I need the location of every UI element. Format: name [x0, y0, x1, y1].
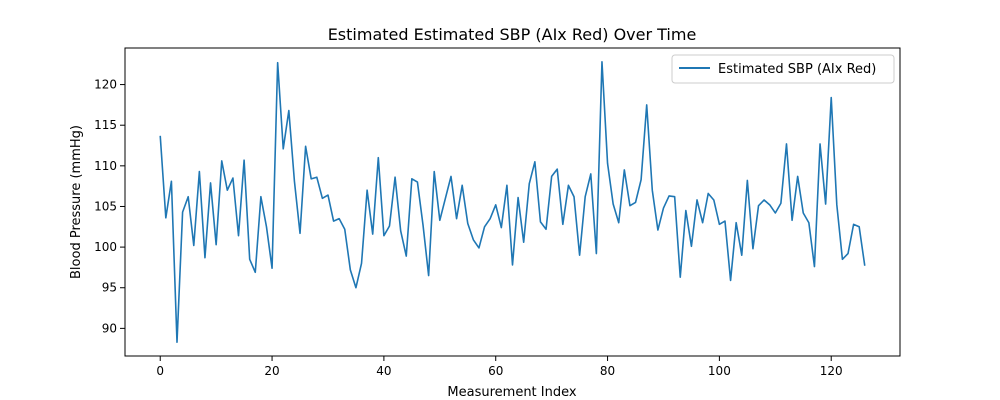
series-line-0 [159, 61, 866, 343]
x-axis: 0 20 40 60 80 100 120 [156, 356, 843, 378]
legend-box [671, 54, 895, 84]
y-axis: 90 95 100 105 110 115 120 [94, 78, 125, 335]
y-tick-label: 115 [94, 118, 117, 132]
chart-title: Estimated Estimated SBP (AIx Red) Over T… [328, 25, 697, 44]
y-tick-label: 100 [94, 240, 117, 254]
legend: Estimated SBP (AIx Red) [671, 54, 895, 84]
y-tick-label: 120 [94, 78, 117, 92]
x-tick-label: 60 [488, 364, 503, 378]
plot-frame [124, 47, 901, 357]
x-tick-label: 100 [708, 364, 731, 378]
x-tick-label: 20 [264, 364, 279, 378]
y-tick-label: 105 [94, 199, 117, 213]
y-axis-label: Blood Pressure (mmHg) [69, 125, 84, 279]
x-tick-label: 40 [376, 364, 391, 378]
x-tick-label: 0 [156, 364, 164, 378]
plot-area [125, 48, 900, 356]
x-tick-label: 80 [600, 364, 615, 378]
plot-content [159, 61, 866, 343]
y-tick-label: 95 [102, 281, 117, 295]
y-tick-label: 90 [102, 321, 117, 335]
y-tick-label: 110 [94, 159, 117, 173]
x-axis-label: Measurement Index [447, 385, 576, 400]
x-tick-label: 120 [820, 364, 843, 378]
legend-label: Estimated SBP (AIx Red) [718, 62, 876, 77]
